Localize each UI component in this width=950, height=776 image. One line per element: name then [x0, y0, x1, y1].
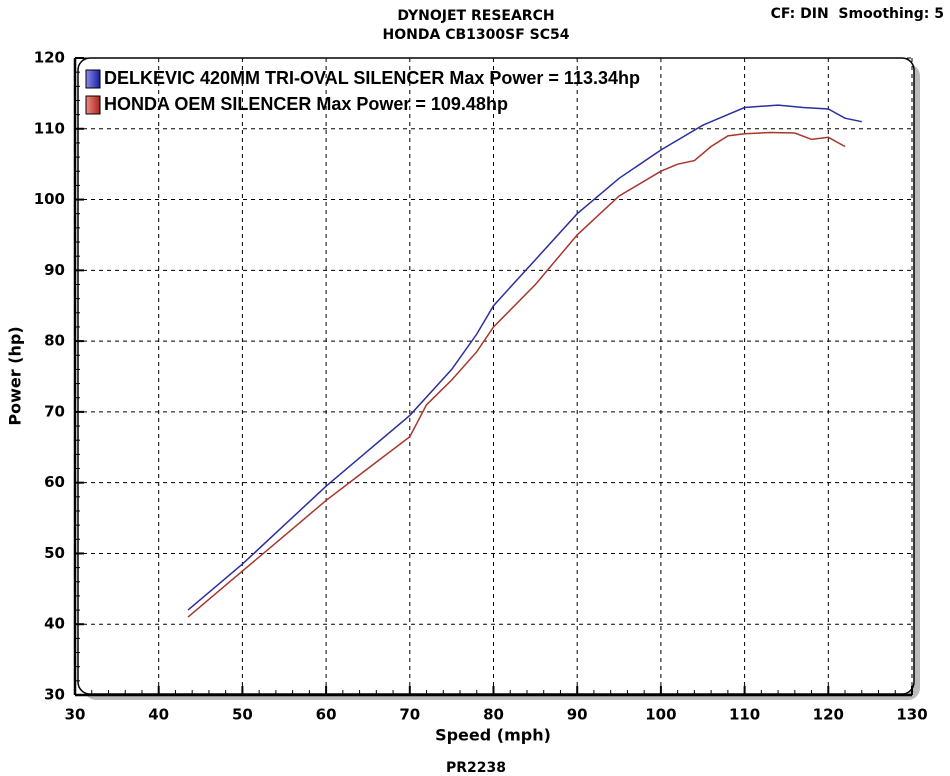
plot-frame — [77, 57, 915, 695]
series-line — [187, 131, 846, 618]
y-tick-label: 100 — [34, 190, 65, 208]
chart-title: DYNOJET RESEARCH — [397, 8, 554, 24]
y-tick-label: 40 — [44, 615, 65, 633]
settings-note: CF: DIN Smoothing: 5 — [771, 6, 944, 22]
legend-swatch — [85, 95, 101, 115]
x-tick-label: 30 — [65, 706, 86, 724]
x-tick-label: 50 — [232, 706, 253, 724]
x-axis-label: Speed (mph) — [435, 726, 551, 745]
legend-label: HONDA OEM SILENCER Max Power = 109.48hp — [104, 94, 508, 114]
x-tick-label: 120 — [813, 706, 844, 724]
y-tick-label: 80 — [44, 332, 65, 350]
footer: PR2238 — [446, 760, 506, 776]
x-tick-label: 80 — [483, 706, 504, 724]
x-tick-label: 90 — [567, 706, 588, 724]
x-tick-label: 70 — [399, 706, 420, 724]
chart-subtitle: HONDA CB1300SF SC54 — [383, 27, 570, 43]
x-tick-label: 40 — [148, 706, 169, 724]
y-tick-label: 90 — [44, 261, 65, 279]
y-tick-label: 120 — [34, 49, 65, 67]
y-tick-label: 50 — [44, 544, 65, 562]
legend-swatch — [85, 69, 101, 89]
x-tick-label: 130 — [896, 706, 927, 724]
y-tick-label: 30 — [44, 686, 65, 704]
legend-label: DELKEVIC 420MM TRI-OVAL SILENCER Max Pow… — [104, 68, 640, 88]
y-tick-label: 110 — [34, 119, 65, 137]
y-tick-label: 70 — [44, 402, 65, 420]
series-line — [187, 104, 862, 611]
y-tick-label: 60 — [44, 473, 65, 491]
x-tick-label: 110 — [729, 706, 760, 724]
y-axis-label: Power (hp) — [6, 326, 25, 425]
x-tick-label: 100 — [645, 706, 676, 724]
x-tick-label: 60 — [316, 706, 337, 724]
